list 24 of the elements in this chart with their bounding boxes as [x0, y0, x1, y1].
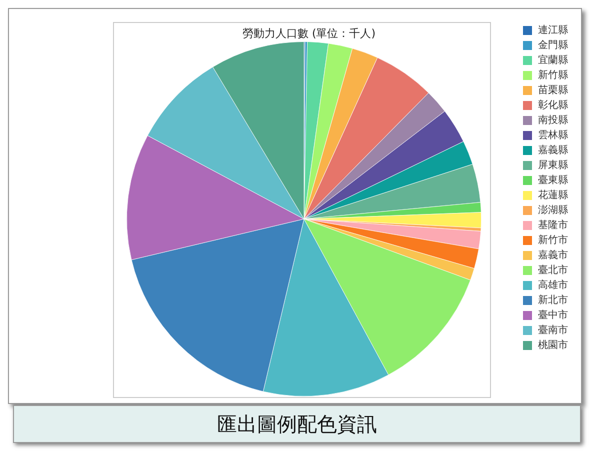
- chart-title: 勞動力人口數 (單位：千人): [242, 27, 376, 40]
- legend-label: 宜蘭縣: [538, 54, 568, 66]
- legend-label: 新竹縣: [538, 69, 568, 81]
- legend-label: 嘉義市: [538, 249, 568, 261]
- legend-label: 南投縣: [538, 114, 568, 126]
- legend-label: 彰化縣: [538, 99, 568, 111]
- legend-label: 花蓮縣: [538, 189, 568, 201]
- legend-label: 苗栗縣: [538, 84, 568, 96]
- legend-label: 臺北市: [538, 264, 568, 276]
- legend-label: 臺東縣: [538, 174, 568, 186]
- legend-label: 金門縣: [538, 39, 568, 51]
- legend-label: 新竹市: [538, 234, 568, 246]
- legend-label: 基隆市: [538, 219, 568, 231]
- legend-label: 高雄市: [538, 279, 568, 291]
- legend-label: 新北市: [538, 294, 568, 306]
- legend-label: 臺南市: [538, 324, 568, 336]
- legend-label: 臺中市: [538, 309, 568, 321]
- legend-label: 嘉義縣: [538, 144, 568, 156]
- legend-label: 連江縣: [538, 24, 568, 36]
- text: 匯出圖例配色資訊: [13, 405, 581, 443]
- legend-label: 屏東縣: [538, 159, 568, 171]
- legend-label: 雲林縣: [538, 129, 568, 141]
- legend-label: 桃園市: [538, 339, 568, 351]
- legend-label: 澎湖縣: [538, 204, 568, 216]
